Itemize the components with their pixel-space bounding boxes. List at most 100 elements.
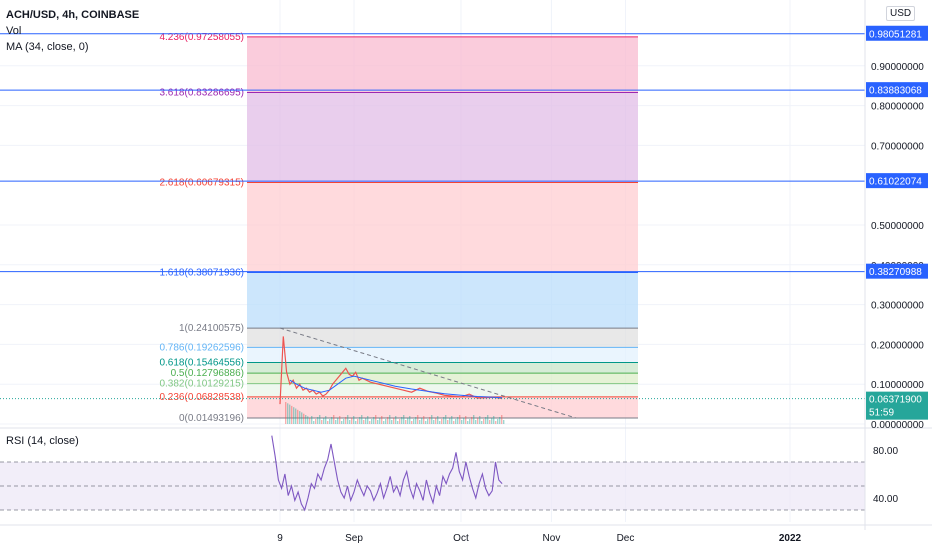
- volume-bar: [389, 415, 391, 424]
- volume-bar: [491, 418, 493, 424]
- symbol-title[interactable]: ACH/USD, 4h, COINBASE: [6, 9, 140, 21]
- fib-fills: [247, 36, 638, 419]
- volume-bar: [351, 418, 353, 424]
- volume-bar: [497, 419, 499, 424]
- volume-bar: [421, 418, 423, 424]
- price-tick: 0.90000000: [871, 62, 924, 73]
- volume-bar: [363, 420, 365, 424]
- volume-bar: [325, 416, 327, 424]
- price-label-box: [866, 263, 928, 279]
- volume-bar: [465, 416, 467, 424]
- volume-bar: [345, 417, 347, 424]
- fib-label-0.5: 0.5(0.12796886): [171, 368, 244, 379]
- time-tick: 2022: [779, 533, 802, 544]
- volume-bars: [285, 402, 505, 424]
- volume-bar: [473, 415, 475, 424]
- volume-bar: [293, 407, 295, 424]
- volume-bar: [385, 419, 387, 424]
- volume-bar: [403, 415, 405, 424]
- volume-bar: [287, 403, 289, 424]
- volume-bar: [349, 420, 351, 424]
- fib-zone-3.618: [247, 92, 638, 183]
- volume-bar: [327, 421, 329, 424]
- volume-bar: [445, 415, 447, 424]
- ma-legend[interactable]: MA (34, close, 0): [6, 41, 89, 53]
- price-label-text: 0.98051281: [869, 29, 922, 40]
- trendline[interactable]: [279, 327, 577, 419]
- volume-bar: [395, 416, 397, 424]
- fib-label-0.382: 0.382(0.10129215): [159, 379, 244, 390]
- volume-bar: [301, 412, 303, 424]
- volume-bar: [379, 418, 381, 424]
- fib-label-1: 1(0.24100575): [179, 323, 244, 334]
- current-price-box: [866, 391, 928, 420]
- volume-bar: [297, 409, 299, 424]
- rsi-tick: 80.00: [873, 446, 898, 457]
- fib-label-2.618: 2.618(0.60679315): [159, 177, 244, 188]
- fib-zone-0.382: [247, 383, 638, 397]
- volume-bar: [405, 420, 407, 424]
- volume-bar: [397, 421, 399, 424]
- price-tick: 0.70000000: [871, 141, 924, 152]
- time-tick: Dec: [617, 533, 635, 544]
- volume-bar: [459, 415, 461, 424]
- volume-bar: [413, 419, 415, 424]
- currency-label[interactable]: USD: [886, 6, 916, 21]
- volume-bar: [411, 421, 413, 424]
- fib-zone-0.618: [247, 362, 638, 374]
- volume-bar: [353, 416, 355, 424]
- volume-bar: [357, 419, 359, 424]
- volume-bar: [321, 420, 323, 424]
- volume-bar: [487, 415, 489, 424]
- price-axis[interactable]: 0.90000000 0.80000000 0.70000000 0.50000000…: [864, 0, 928, 530]
- volume-bar: [419, 420, 421, 424]
- volume-bar: [337, 418, 339, 424]
- volume-bar: [303, 413, 305, 424]
- rsi-legend[interactable]: RSI (14, close): [6, 435, 79, 447]
- volume-bar: [307, 416, 309, 424]
- volume-bar: [311, 416, 313, 424]
- volume-bar: [313, 421, 315, 424]
- volume-bar: [431, 415, 433, 424]
- volume-bar: [299, 411, 301, 424]
- volume-bar: [409, 416, 411, 424]
- vol-legend[interactable]: Vol: [6, 25, 22, 37]
- volume-bar: [317, 417, 319, 424]
- volume-bar: [393, 418, 395, 424]
- volume-bar: [439, 421, 441, 424]
- volume-bar: [367, 416, 369, 424]
- volume-bar: [435, 418, 437, 424]
- fib-zone-1: [247, 328, 638, 348]
- time-tick: Nov: [543, 533, 561, 544]
- volume-bar: [291, 405, 293, 424]
- volume-bar: [309, 418, 311, 424]
- time-axis[interactable]: 9 Sep Oct Nov Dec 2022: [0, 524, 932, 544]
- price-label-text: 0.61022074: [869, 177, 922, 188]
- fib-lines: [247, 36, 638, 419]
- horizontal-lines[interactable]: [0, 33, 865, 273]
- volume-bar: [369, 421, 371, 424]
- fib-label-4.236: 4.236(0.97258055): [159, 32, 244, 43]
- price-label-box: [866, 173, 928, 189]
- rsi-tick: 40.00: [873, 494, 898, 505]
- volume-bar: [401, 417, 403, 424]
- volume-bar: [429, 417, 431, 424]
- price-label-box: [866, 82, 928, 98]
- price-label-box: [866, 25, 928, 41]
- price-tick: 0.80000000: [871, 102, 924, 113]
- volume-bar: [295, 408, 297, 424]
- time-tick: 9: [277, 533, 283, 544]
- volume-bar: [495, 421, 497, 424]
- volume-bar: [451, 416, 453, 424]
- countdown-text: 51:59: [869, 408, 894, 419]
- volume-bar: [467, 421, 469, 424]
- volume-bar: [493, 416, 495, 424]
- volume-bar: [341, 421, 343, 424]
- volume-bar: [339, 416, 341, 424]
- price-label-text: 0.38270988: [869, 267, 922, 278]
- volume-bar: [471, 417, 473, 424]
- volume-bar: [485, 417, 487, 424]
- fib-zone-0.5: [247, 373, 638, 384]
- current-price-text: 0.06371900: [869, 395, 922, 406]
